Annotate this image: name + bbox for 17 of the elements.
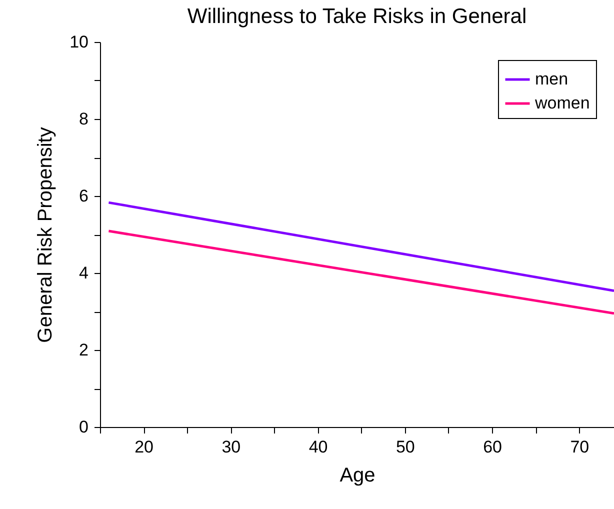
y-tick-label: 4 [79, 264, 88, 282]
x-tick-label: 30 [222, 438, 241, 456]
legend-label: women [534, 94, 590, 112]
x-tick-label: 20 [134, 438, 154, 456]
x-tick-label: 70 [570, 438, 590, 456]
y-tick-label: 10 [70, 32, 88, 52]
y-tick-label: 2 [79, 340, 88, 360]
y-tick-label: 0 [79, 418, 88, 436]
x-axis-title: Age [340, 464, 376, 486]
x-tick-label: 50 [396, 438, 415, 456]
y-tick-label: 6 [79, 186, 88, 206]
x-tick-label: 40 [308, 438, 328, 456]
legend-label: men [535, 70, 568, 88]
x-tick-label: 60 [483, 438, 502, 456]
y-axis-title: General Risk Propensity [34, 127, 57, 343]
y-tick-label: 8 [79, 110, 88, 128]
chart-title: Willingness to Take Risks in General [187, 5, 527, 28]
